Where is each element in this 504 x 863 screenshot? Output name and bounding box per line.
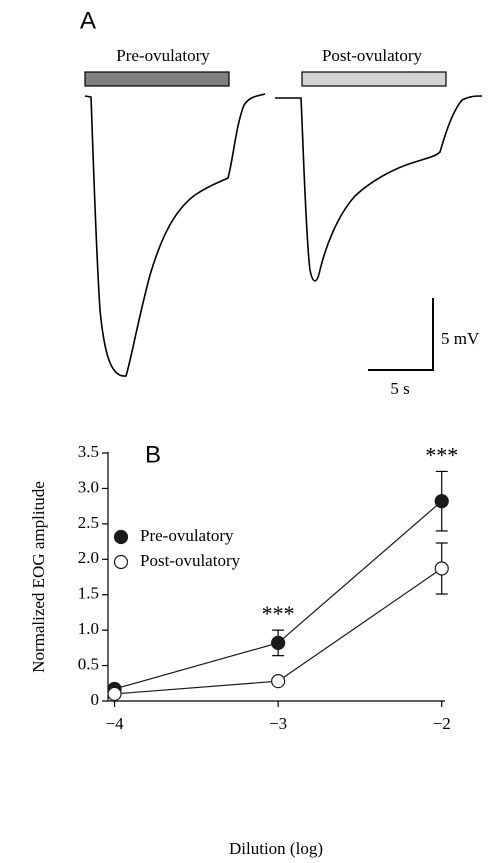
scale-label: 5 mV	[441, 329, 480, 348]
panel-label: B	[145, 441, 161, 468]
data-point	[271, 635, 286, 650]
data-point	[434, 494, 449, 509]
y-tick-label: 3.0	[78, 477, 99, 496]
y-tick-label: 2.5	[78, 513, 99, 532]
data-point	[107, 686, 122, 702]
x-tick-label: −2	[433, 714, 451, 733]
y-tick-label: 1.0	[78, 619, 99, 638]
stimulus-label: Post-ovulatory	[322, 46, 423, 65]
x-tick-label: −3	[269, 714, 287, 733]
panel-label: A	[80, 7, 96, 34]
stimulus-bar	[84, 71, 230, 87]
stimulus-bar	[301, 71, 447, 87]
legend-label: Post-ovulatory	[140, 551, 241, 570]
legend-marker	[113, 529, 129, 545]
y-tick-label: 3.5	[78, 442, 99, 461]
x-tick-label: −4	[105, 714, 124, 733]
y-tick-label: 0	[91, 690, 100, 709]
data-point	[434, 561, 449, 576]
y-tick-label: 0.5	[78, 654, 99, 673]
trace	[275, 95, 483, 282]
legend-label: Pre-ovulatory	[140, 526, 234, 545]
significance: ***	[262, 601, 295, 626]
y-axis-label: Normalized EOG amplitude	[29, 481, 48, 673]
stimulus-label: Pre-ovulatory	[116, 46, 210, 65]
legend-marker	[113, 554, 129, 570]
trace	[84, 93, 266, 377]
x-axis-label: Dilution (log)	[229, 839, 323, 858]
scale-label: 5 s	[390, 379, 409, 398]
y-tick-label: 2.0	[78, 548, 99, 567]
significance: ***	[425, 442, 458, 467]
data-point	[271, 674, 286, 689]
y-tick-label: 1.5	[78, 584, 99, 603]
